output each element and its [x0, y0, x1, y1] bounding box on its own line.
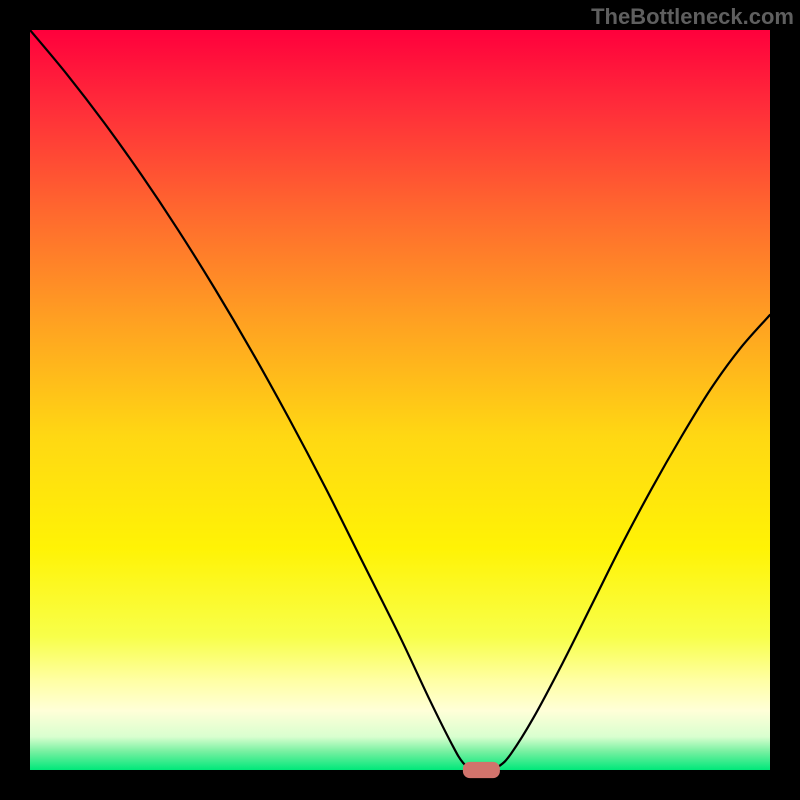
bottleneck-chart — [0, 0, 800, 800]
watermark-text: TheBottleneck.com — [591, 4, 794, 30]
chart-frame: TheBottleneck.com — [0, 0, 800, 800]
